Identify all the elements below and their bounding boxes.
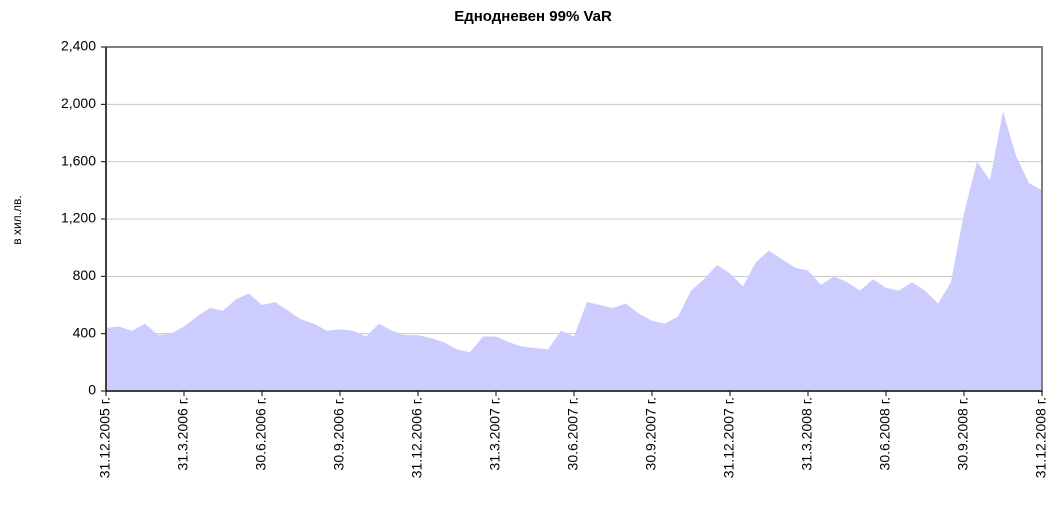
y-tick-label: 2,400 xyxy=(61,38,96,54)
x-tick-label: 30.9.2008 г. xyxy=(955,397,971,470)
y-tick-label: 0 xyxy=(88,382,96,398)
y-tick-label: 1,600 xyxy=(61,152,96,168)
y-tick-label: 2,000 xyxy=(61,95,96,111)
y-tick-label: 1,200 xyxy=(61,210,96,226)
x-tick-label: 30.9.2007 г. xyxy=(643,397,659,470)
x-tick-label: 31.3.2006 г. xyxy=(175,397,191,470)
x-tick-label: 31.3.2008 г. xyxy=(799,397,815,470)
x-tick-label: 31.3.2007 г. xyxy=(487,397,503,470)
x-tick-label: 31.12.2006 г. xyxy=(409,397,425,478)
x-tick-label: 30.9.2006 г. xyxy=(331,397,347,470)
y-tick-label: 400 xyxy=(73,324,97,340)
x-tick-label: 30.6.2007 г. xyxy=(565,397,581,470)
area xyxy=(106,111,1042,391)
x-tick-label: 31.12.2008 г. xyxy=(1033,397,1049,478)
x-tick-label: 30.6.2008 г. xyxy=(877,397,893,470)
x-tick-label: 31.12.2005 г. xyxy=(97,397,113,478)
chart-title: Еднодневен 99% VaR xyxy=(454,8,612,25)
y-axis-label: в хил.лв. xyxy=(10,195,24,244)
x-tick-label: 31.12.2007 г. xyxy=(721,397,737,478)
y-tick-label: 800 xyxy=(73,267,97,283)
x-tick-label: 30.6.2006 г. xyxy=(253,397,269,470)
